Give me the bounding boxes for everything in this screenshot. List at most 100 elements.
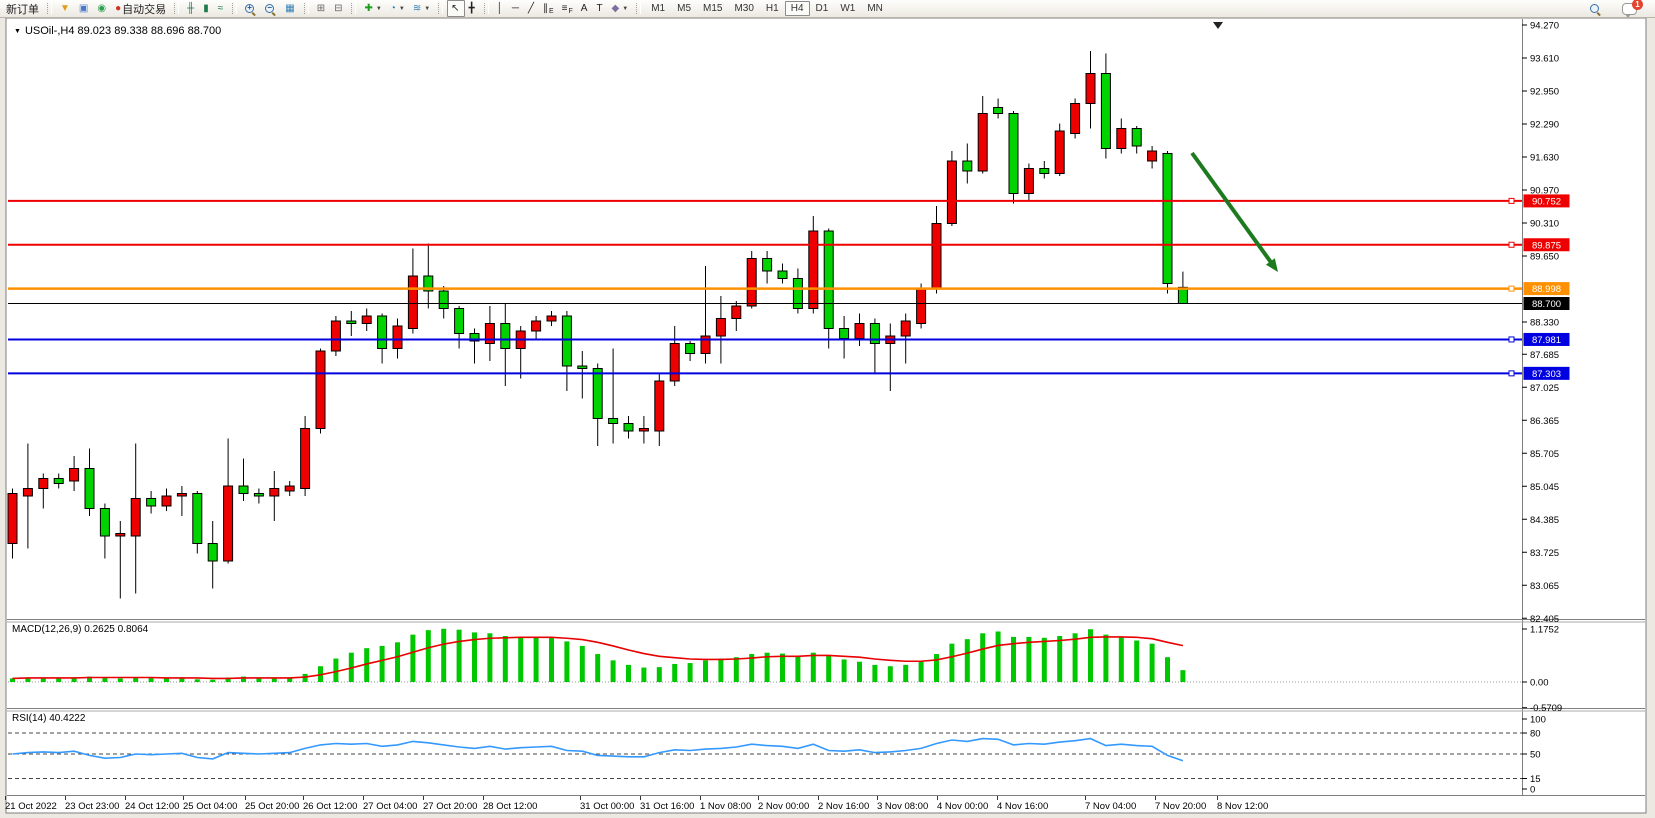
timeframe-button-d1[interactable]: D1 [815,3,829,14]
macd-histogram-bar [980,633,986,682]
candle [300,428,311,489]
chart-bars-icon-glyph: ╫ [187,3,195,14]
price-tick-label: 86.365 [1530,416,1559,427]
candle [823,230,834,329]
price-level-badge-text: 88.700 [1532,299,1561,310]
macd-histogram-bar [934,654,939,682]
fibonacci-tool-button[interactable]: ≡ F [558,0,577,17]
candle [808,230,819,309]
line-anchor-marker[interactable] [1508,285,1515,292]
timeframe-button-w1[interactable]: W1 [840,3,856,14]
macd-histogram-bar [887,666,893,682]
macd-histogram-bar [225,677,231,682]
channel-tool-glyph: ∥ [542,3,548,14]
tile-windows-icon[interactable]: ▦ [281,0,299,17]
dropdown-arrow-icon[interactable]: ▼ [398,5,405,12]
line-anchor-marker[interactable] [1508,241,1515,248]
hline-tool-button[interactable]: ─ [508,0,524,17]
time-axis-label: 24 Oct 12:00 [125,801,179,812]
crosshair-button[interactable]: ╋ [465,0,480,17]
autotrading-button[interactable]: ● 自动交易 [111,0,170,17]
navigator-icon[interactable]: ◉ [93,0,111,17]
macd-histogram-bar [302,673,308,682]
macd-histogram-bar [780,653,785,682]
chart-candles-icon[interactable]: ▮ [199,0,214,17]
chart-bars-icon[interactable]: ╫ [183,0,199,17]
toolbar-separator [636,3,642,14]
label-tool-button[interactable]: T [592,0,607,17]
price-tick-label: 83.725 [1530,548,1559,559]
candle [993,107,1004,114]
notifications-button[interactable]: 1 [1618,0,1643,18]
timeframe-button-h4[interactable]: H4 [784,1,810,16]
macd-histogram-bar [518,636,524,682]
price-tick-label: 82.405 [1530,614,1559,625]
timeframe-button-h1[interactable]: H1 [765,3,779,14]
candle [731,305,742,319]
timeframe-button-m15[interactable]: M15 [703,3,723,14]
cascade-windows-icon[interactable]: ⊟ [330,0,347,17]
candle [869,323,880,344]
candle [484,323,495,344]
macd-histogram-bar [456,629,462,682]
macd-histogram-bar [1041,637,1047,682]
dropdown-arrow-icon[interactable]: ▼ [622,5,629,12]
toolbar-separator [438,3,444,14]
candle [361,315,372,324]
dropdown-arrow-icon[interactable]: ▼ [424,5,431,12]
toolbar-separator [303,3,309,14]
quote-header[interactable]: ▼ USOil-,H4 89.023 89.338 88.696 88.700 [14,25,221,37]
macd-histogram-bar [995,631,1001,682]
macd-histogram-bar [56,678,62,682]
price-level-badge-text: 87.981 [1532,335,1561,346]
timeframe-button-m5[interactable]: M5 [677,3,692,14]
text-tool-button[interactable]: A [577,0,593,17]
price-level-badge [1523,332,1570,346]
trend-arrow-line[interactable] [1190,151,1275,267]
macd-histogram-bar [1011,636,1016,682]
period-clock-button[interactable]: ◔ ▼ [386,0,409,17]
timeframe-button-m30[interactable]: M30 [734,3,754,14]
macd-histogram-bar [579,645,585,682]
cursor-button[interactable]: ↖ [447,0,465,17]
line-anchor-marker[interactable] [1508,336,1515,343]
shapes-tool-button[interactable]: ◆ ▼ [608,0,633,17]
tile-windows-icon-glyph: ▦ [285,3,295,14]
price-tick-label: 84.385 [1530,515,1559,526]
price-tick-label: 92.290 [1530,120,1559,131]
trend-arrow-head[interactable] [1265,258,1278,272]
time-axis-label: 26 Oct 12:00 [303,801,357,812]
arrange-windows-icon[interactable]: ⊞ [313,0,330,17]
symbol-dropdown-icon[interactable]: ▼ [14,28,21,35]
line-anchor-marker[interactable] [1508,197,1515,204]
search-button[interactable] [1586,0,1606,17]
fibonacci-tool-glyph: ≡ [561,3,568,14]
chart-window-background [5,17,1647,814]
toolbar-group: ╫ ▮ ≈ [183,0,228,17]
time-axis-label: 31 Oct 16:00 [640,801,694,812]
line-anchor-marker[interactable] [1508,370,1515,377]
time-axis-label: 27 Oct 20:00 [423,801,477,812]
timeframe-button-m1[interactable]: M1 [651,3,666,14]
chart-line-icon[interactable]: ≈ [214,0,229,17]
macd-histogram-bar [641,667,647,682]
toolbar-group: ↖ ╋ [447,0,479,17]
dropdown-arrow-icon[interactable]: ▼ [375,5,382,12]
market-watch-icon[interactable]: ▼ [56,0,75,17]
zoom-out-button[interactable]: − [261,0,281,17]
zoom-in-button[interactable]: + [241,0,261,17]
channel-tool-button[interactable]: ∥ E [539,0,558,17]
data-window-icon[interactable]: ▣ [75,0,93,17]
autotrading-glyph: ● [115,3,122,14]
candle [638,428,649,432]
vline-tool-button[interactable]: │ [493,0,508,17]
new-order-button[interactable]: 新订单 [2,0,43,17]
chart-shift-marker[interactable] [1213,22,1223,29]
templates-button[interactable]: ≋ ▼ [409,0,434,17]
candle [762,258,773,272]
add-indicator-button[interactable]: ✚ ▼ [360,0,385,17]
trendline-tool-button[interactable]: ╱ [524,0,539,17]
search-icon [1590,3,1602,16]
timeframe-button-mn[interactable]: MN [867,3,883,14]
